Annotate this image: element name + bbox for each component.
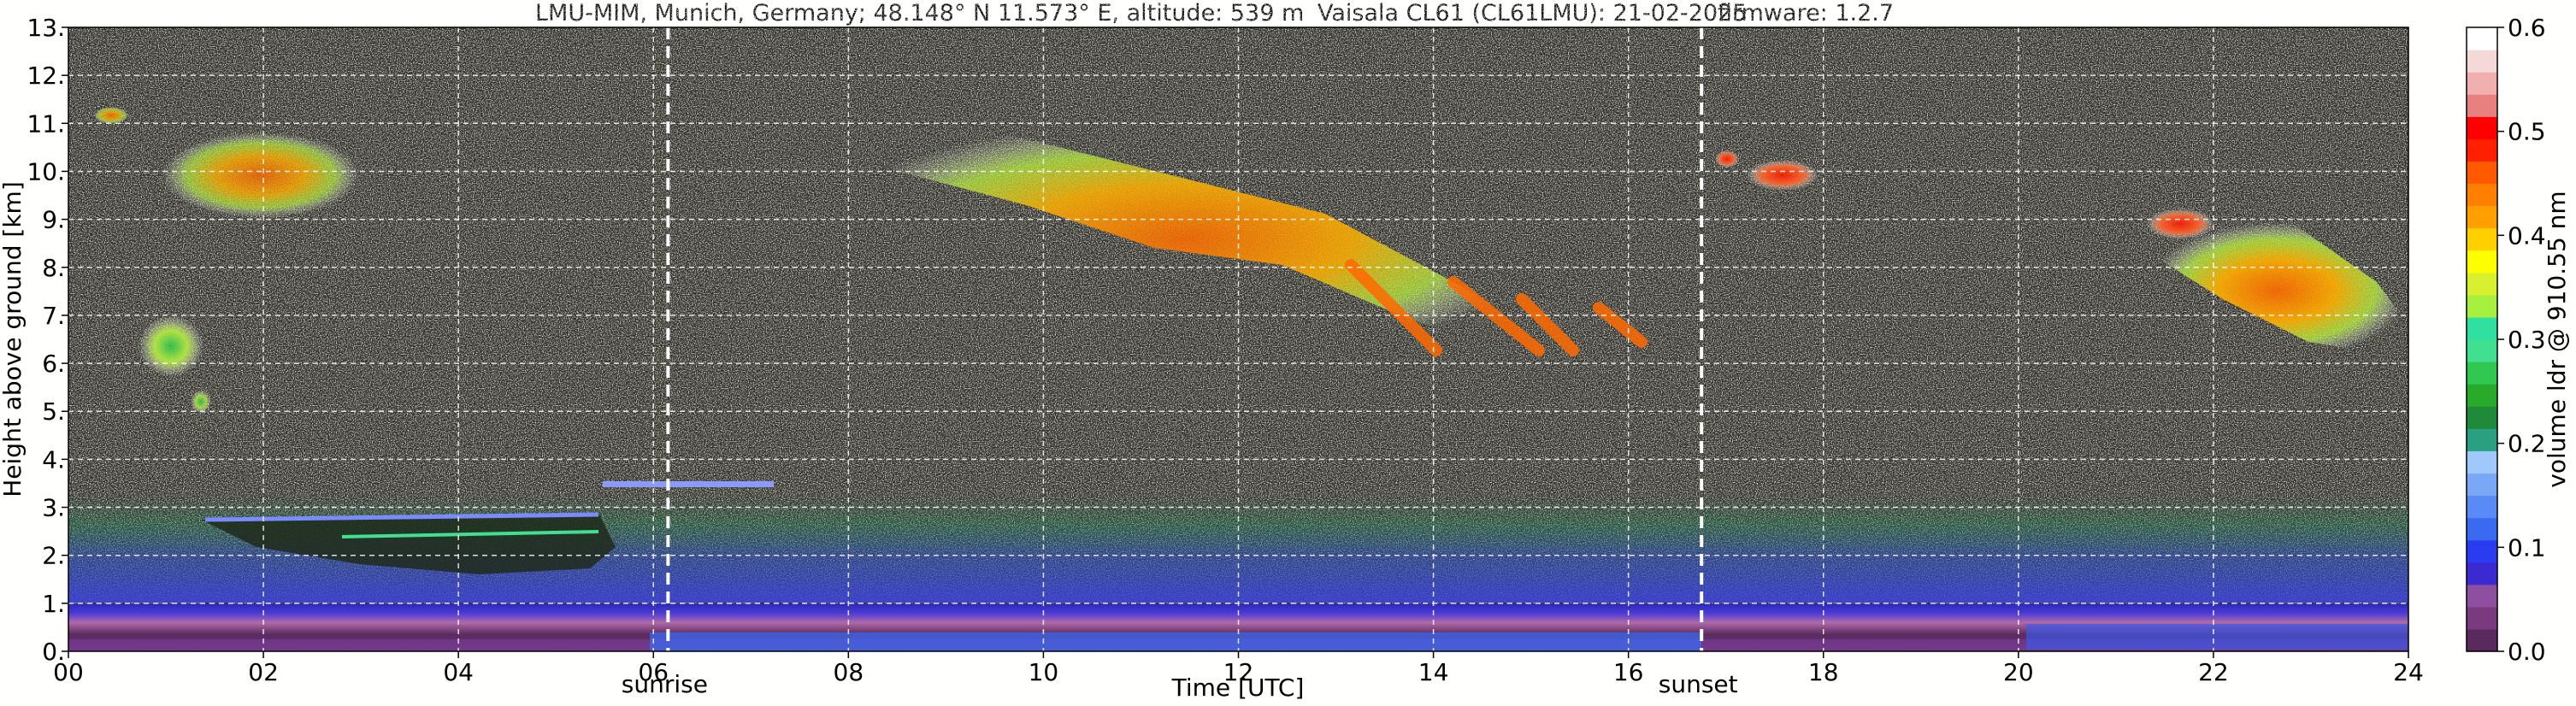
x-axis: sunrise sunset 00 02 04 06 08 10 12 14 16 18 20 22 24 bbox=[53, 651, 2424, 698]
x-tick-label: 10 bbox=[1029, 658, 1059, 686]
x-tick-label: 04 bbox=[443, 658, 474, 686]
y-tick-label: 10. bbox=[27, 157, 65, 185]
y-tick-label: 8. bbox=[42, 254, 65, 282]
plot-area bbox=[68, 26, 2409, 652]
colorbar-swatch bbox=[2467, 384, 2497, 407]
colorbar-tick-label: 0.0 bbox=[2508, 638, 2546, 666]
colorbar-swatch bbox=[2467, 72, 2497, 95]
colorbar-tick-label: 0.2 bbox=[2508, 430, 2546, 458]
colorbar-swatch bbox=[2467, 294, 2497, 318]
colorbar-swatch bbox=[2467, 250, 2497, 274]
colorbar-swatch bbox=[2467, 495, 2497, 519]
colorbar-swatches bbox=[2467, 27, 2497, 652]
surface-band-mid bbox=[650, 632, 1701, 651]
x-tick-label: 00 bbox=[53, 658, 84, 686]
colorbar-tick-label: 0.1 bbox=[2508, 533, 2546, 562]
cloud-main-streaks bbox=[1345, 259, 1648, 356]
y-axis: 0. 1. 2. 3. 4. 5. 6. 7. 8. 9. 10. 11. 12. 13. bbox=[27, 14, 68, 666]
colorbar-tick-label: 0.6 bbox=[2508, 14, 2546, 42]
x-tick-label: 16 bbox=[1613, 658, 1644, 686]
colorbar-swatch bbox=[2467, 116, 2497, 139]
y-axis-label: Height above ground [km] bbox=[0, 181, 27, 497]
chart-title-right: firmware: 1.2.7 bbox=[1718, 0, 1894, 26]
x-tick-label: 18 bbox=[1808, 658, 1839, 686]
cloud-late-core bbox=[2146, 209, 2214, 239]
y-tick-label: 5. bbox=[42, 397, 65, 426]
colorbar-swatch bbox=[2467, 272, 2497, 296]
colorbar-swatch bbox=[2467, 428, 2497, 451]
cloud-evening bbox=[1747, 160, 1819, 191]
cloud-low-layer bbox=[201, 513, 616, 574]
colorbar-tick-label: 0.3 bbox=[2508, 326, 2546, 354]
surface-band-right bbox=[2026, 624, 2408, 650]
colorbar-swatch bbox=[2467, 161, 2497, 185]
cloud-low-layer-edge bbox=[204, 512, 599, 522]
y-tick-label: 3. bbox=[42, 494, 65, 522]
cloud-early-mid bbox=[139, 315, 203, 377]
colorbar-swatch bbox=[2467, 339, 2497, 362]
cloud-early-upper bbox=[162, 132, 359, 218]
colorbar-tick-label: 0.5 bbox=[2508, 118, 2546, 146]
colorbar-swatch bbox=[2467, 205, 2497, 229]
y-tick-label: 7. bbox=[42, 302, 65, 330]
y-tick-label: 4. bbox=[42, 445, 65, 474]
y-tick-label: 2. bbox=[42, 542, 65, 570]
colorbar-swatch bbox=[2467, 606, 2497, 630]
sun-markers bbox=[666, 27, 1704, 651]
colorbar-swatch bbox=[2467, 316, 2497, 340]
colorbar-swatch bbox=[2467, 539, 2497, 563]
colorbar-swatch bbox=[2467, 450, 2497, 474]
colorbar-swatch bbox=[2467, 628, 2497, 652]
colorbar-swatch bbox=[2467, 473, 2497, 497]
colorbar-swatch bbox=[2467, 227, 2497, 251]
chart-title-left: LMU-MIM, Munich, Germany; 48.148° N 11.5… bbox=[535, 0, 1304, 26]
x-tick-label: 24 bbox=[2393, 658, 2424, 686]
y-tick-label: 13. bbox=[27, 14, 65, 42]
x-tick-label: 06 bbox=[638, 658, 669, 686]
x-axis-label: Time [UTC] bbox=[1171, 674, 1305, 702]
cloud-low-layer-edge-2 bbox=[341, 530, 599, 538]
cloud-early-top bbox=[94, 107, 128, 124]
colorbar-tick-label: 0.4 bbox=[2508, 221, 2546, 250]
marker-label-sunset: sunset bbox=[1659, 670, 1738, 698]
cloud-main-band bbox=[812, 120, 1556, 359]
marker-label-sunrise: sunrise bbox=[622, 670, 708, 698]
grid-lines bbox=[68, 27, 2408, 651]
colorbar-swatch bbox=[2467, 183, 2497, 207]
y-tick-label: 9. bbox=[42, 206, 65, 234]
y-tick-label: 0. bbox=[42, 638, 65, 666]
colorbar-swatch bbox=[2467, 50, 2497, 73]
colorbar-swatch bbox=[2467, 406, 2497, 429]
x-tick-label: 22 bbox=[2198, 658, 2229, 686]
colorbar-swatch bbox=[2467, 138, 2497, 162]
cloud-aloft-streak bbox=[603, 481, 774, 487]
x-tick-label: 20 bbox=[2003, 658, 2034, 686]
cloud-early-small bbox=[191, 390, 211, 414]
colorbar-swatch bbox=[2467, 27, 2497, 50]
x-tick-label: 12 bbox=[1223, 658, 1254, 686]
y-tick-label: 11. bbox=[27, 109, 65, 138]
colorbar-swatch bbox=[2467, 94, 2497, 117]
cloud-evening-small bbox=[1715, 150, 1739, 168]
colorbar-swatch bbox=[2467, 562, 2497, 585]
y-tick-label: 6. bbox=[42, 350, 65, 378]
colorbar-swatch bbox=[2467, 362, 2497, 385]
y-tick-label: 1. bbox=[42, 590, 65, 618]
colorbar-swatch bbox=[2467, 584, 2497, 608]
cloud-features bbox=[94, 107, 2408, 574]
x-tick-label: 14 bbox=[1418, 658, 1449, 686]
y-tick-label: 12. bbox=[27, 62, 65, 90]
x-tick-label: 02 bbox=[248, 658, 279, 686]
x-tick-label: 08 bbox=[834, 658, 864, 686]
cloud-late-band bbox=[2146, 222, 2408, 359]
colorbar-label: volume ldr @ 910.55 nm bbox=[2543, 191, 2571, 487]
colorbar-swatch bbox=[2467, 517, 2497, 541]
colorbar-ticks: 0.0 0.1 0.2 0.3 0.4 0.5 0.6 bbox=[2497, 14, 2546, 666]
colorbar: 0.0 0.1 0.2 0.3 0.4 0.5 0.6 volume ldr @ 910.5… bbox=[2466, 14, 2571, 666]
chart-title-mid: Vaisala CL61 (CL61LMU): 21-02-2025 bbox=[1317, 0, 1748, 26]
